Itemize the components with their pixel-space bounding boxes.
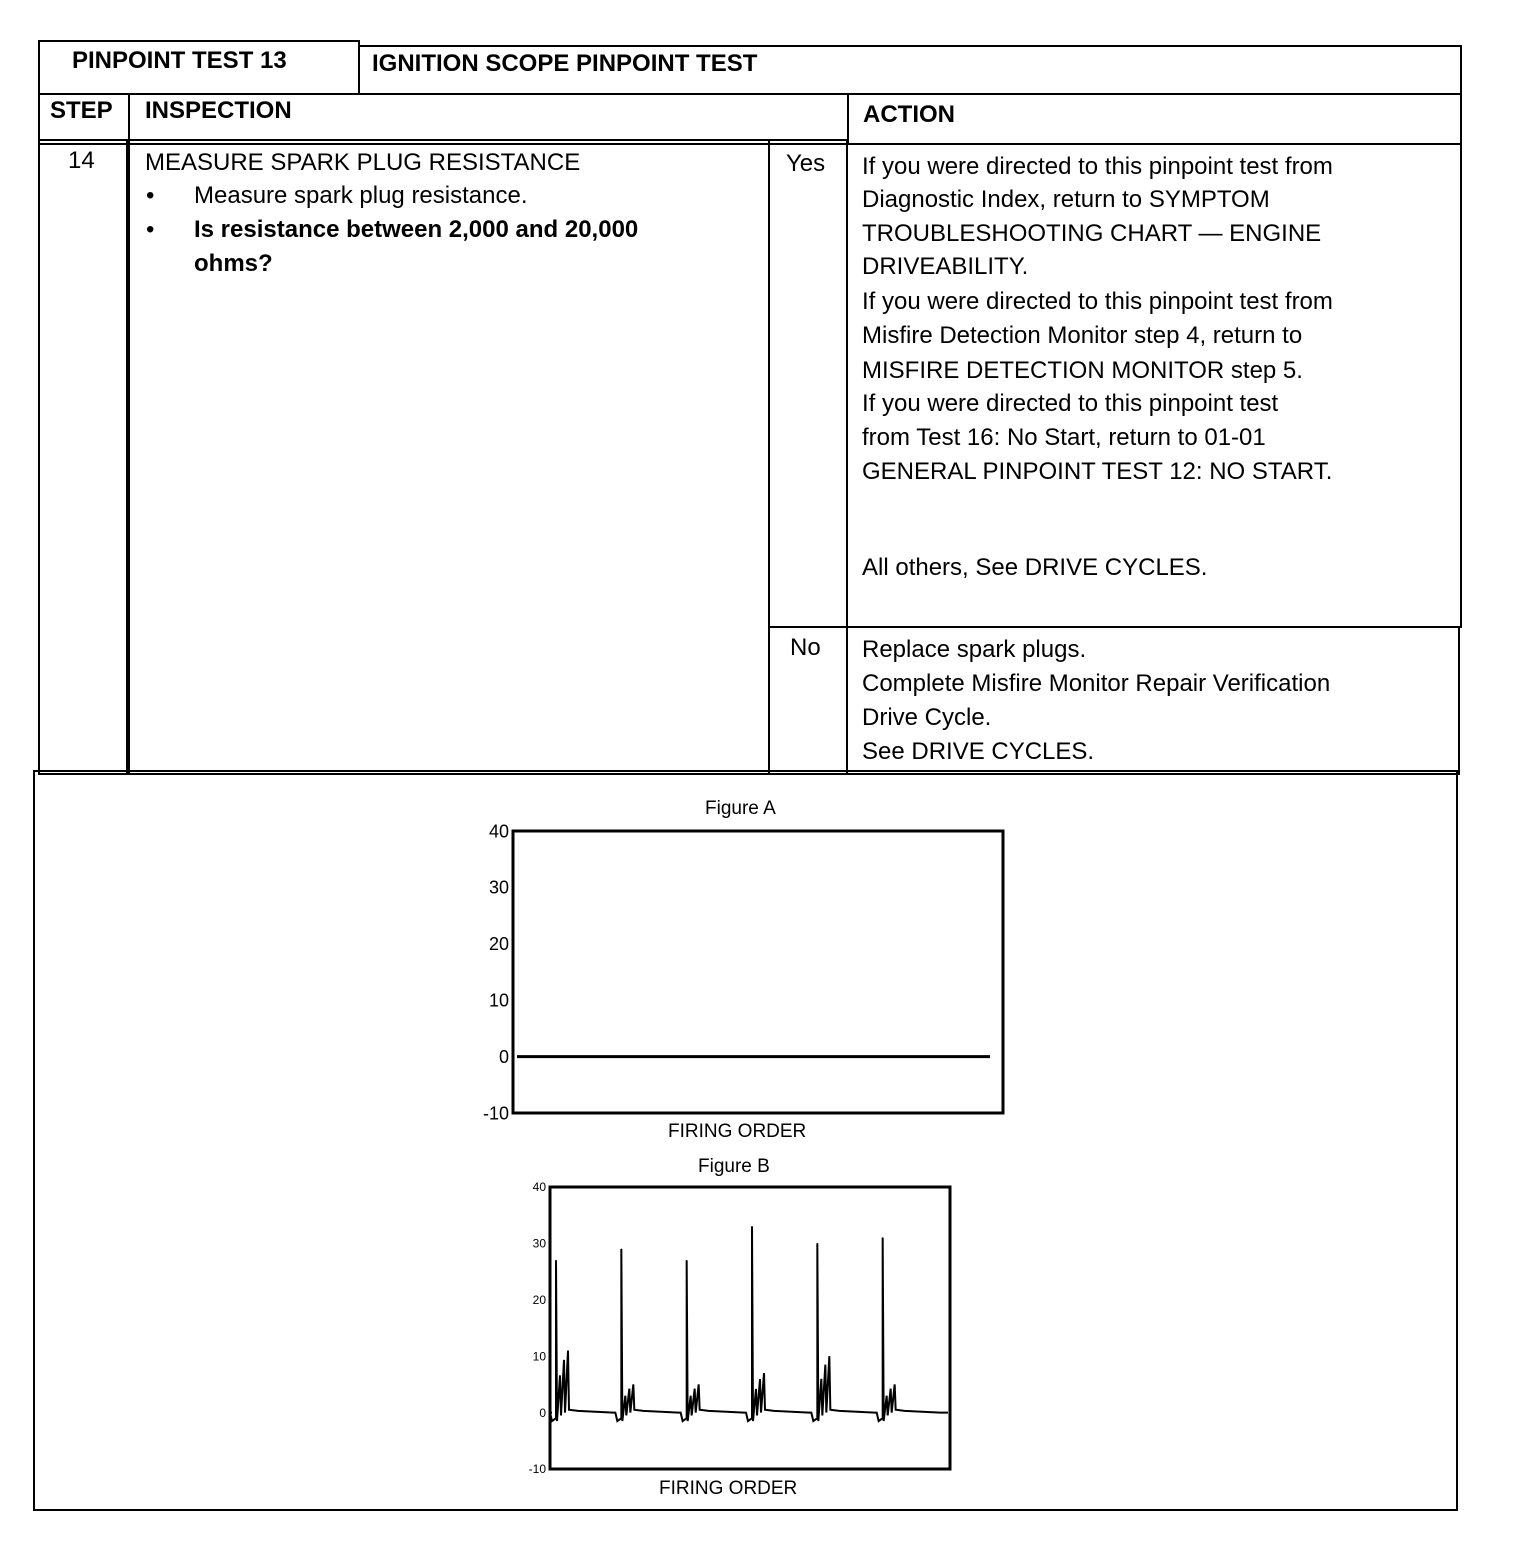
bullet-2: Is resistance between 2,000 and 20,000 xyxy=(194,216,639,243)
y-tick-label: 10 xyxy=(489,991,509,1011)
spike-peak-point xyxy=(555,1259,557,1261)
yes-action-line: Misfire Detection Monitor step 4, return… xyxy=(862,322,1303,349)
y-tick-label: -10 xyxy=(529,1462,547,1476)
yes-action-line: If you were directed to this pinpoint te… xyxy=(862,390,1279,417)
series-line xyxy=(548,1226,948,1423)
y-tick-label: 20 xyxy=(533,1293,547,1307)
no-action-line: Drive Cycle. xyxy=(862,704,992,731)
bullet-2-cont: ohms? xyxy=(194,250,273,277)
plot-frame xyxy=(548,1185,952,1471)
y-tick-label: 10 xyxy=(533,1349,547,1363)
no-action-cell xyxy=(846,626,1460,775)
step-cell xyxy=(38,139,130,775)
yes-action-line: from Test 16: No Start, return to 01-01 xyxy=(862,424,1266,451)
figure-b-title: Figure B xyxy=(698,1156,770,1177)
yes-action-line: If you were directed to this pinpoint te… xyxy=(862,153,1333,180)
plot-frame xyxy=(511,829,1005,1115)
spike-peak-point xyxy=(751,1225,753,1227)
yes-label: Yes xyxy=(786,150,826,177)
yes-action-line: MISFIRE DETECTION MONITOR step 5. xyxy=(862,357,1303,384)
figure-b-xlabel: FIRING ORDER xyxy=(659,1478,798,1499)
y-tick-label: 0 xyxy=(499,1047,509,1067)
figure-a-title: Figure A xyxy=(705,798,776,819)
yes-action-line: GENERAL PINPOINT TEST 12: NO START. xyxy=(862,458,1333,485)
action-header: ACTION xyxy=(863,101,955,128)
y-tick-label: 30 xyxy=(533,1237,547,1251)
yes-action-line: All others, See DRIVE CYCLES. xyxy=(862,554,1208,581)
inspection-header: INSPECTION xyxy=(145,97,292,124)
inspection-title: MEASURE SPARK PLUG RESISTANCE xyxy=(145,149,581,176)
yes-action-line: Diagnostic Index, return to SYMPTOM xyxy=(862,186,1270,213)
spike-peak-point xyxy=(620,1248,622,1250)
no-action-line: See DRIVE CYCLES. xyxy=(862,738,1095,765)
test-title: IGNITION SCOPE PINPOINT TEST xyxy=(372,50,758,77)
step-header: STEP xyxy=(50,97,113,124)
y-tick-label: 20 xyxy=(489,934,509,954)
step-number: 14 xyxy=(68,147,95,174)
no-label: No xyxy=(790,634,821,661)
bullet-dot: • xyxy=(146,182,155,209)
y-tick-label: 30 xyxy=(489,878,509,898)
no-action-line: Complete Misfire Monitor Repair Verifica… xyxy=(862,670,1331,697)
figure-a-xlabel: FIRING ORDER xyxy=(668,1121,807,1142)
yes-action-line: If you were directed to this pinpoint te… xyxy=(862,288,1333,315)
y-tick-label: 0 xyxy=(539,1406,546,1420)
y-tick-label: -10 xyxy=(483,1103,509,1123)
no-action-line: Replace spark plugs. xyxy=(862,636,1087,663)
spike-peak-point xyxy=(816,1242,818,1244)
y-tick-label: 40 xyxy=(533,1180,547,1194)
test-id: PINPOINT TEST 13 xyxy=(72,47,287,74)
figure-area xyxy=(33,770,1458,1511)
bullet-1: Measure spark plug resistance. xyxy=(194,182,528,209)
spike-peak-point xyxy=(686,1259,688,1261)
spike-peak-point xyxy=(882,1237,884,1239)
bullet-dot: • xyxy=(146,216,155,243)
yes-action-line: TROUBLESHOOTING CHART — ENGINE xyxy=(862,220,1322,247)
y-tick-label: 40 xyxy=(489,821,509,841)
yes-action-line: DRIVEABILITY. xyxy=(862,253,1029,280)
